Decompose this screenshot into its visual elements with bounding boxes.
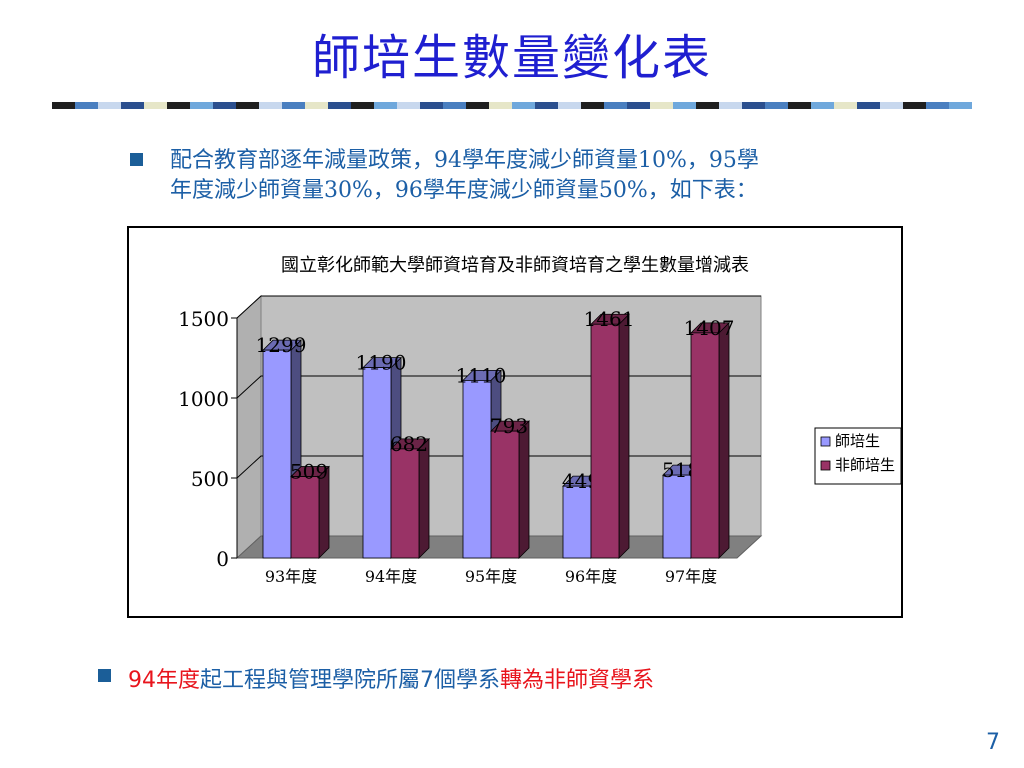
stripe-segment xyxy=(489,102,512,109)
legend-swatch xyxy=(820,436,831,447)
stripe-segment xyxy=(167,102,190,109)
stripe-segment xyxy=(650,102,673,109)
stripe-segment xyxy=(834,102,857,109)
bar xyxy=(590,323,620,559)
bullet-square-icon-2 xyxy=(98,669,111,682)
stripe-segment xyxy=(926,102,949,109)
x-tick-label: 96年度 xyxy=(565,567,617,586)
bottom-note-part: 7 xyxy=(420,668,435,693)
stripe-segment xyxy=(282,102,305,109)
slide-title: 師培生數量變化表 xyxy=(311,30,712,86)
stripe-segment xyxy=(351,102,374,109)
stripe-segment xyxy=(949,102,972,109)
bar xyxy=(490,430,520,559)
stripe-segment xyxy=(443,102,466,109)
stripe-segment xyxy=(558,102,581,109)
stripe-segment xyxy=(719,102,742,109)
stripe-segment xyxy=(121,102,144,109)
data-label: 1299 xyxy=(256,333,307,357)
data-label: 793 xyxy=(490,414,528,438)
stripe-segment xyxy=(811,102,834,109)
bar-side xyxy=(418,437,430,559)
stripe-segment xyxy=(98,102,121,109)
gridline xyxy=(236,295,761,319)
data-label: 1407 xyxy=(684,316,735,340)
bar xyxy=(662,474,692,559)
stripe-segment xyxy=(259,102,282,109)
stripe-segment xyxy=(420,102,443,109)
stripe-segment xyxy=(236,102,259,109)
data-label: 1461 xyxy=(584,307,635,331)
y-tick-label: 1500 xyxy=(178,307,229,331)
bottom-note-part: 年度 xyxy=(156,668,201,693)
x-tick-label: 93年度 xyxy=(265,567,317,586)
bar-side xyxy=(518,420,530,559)
bottom-note-part: 個學系 xyxy=(434,668,501,693)
bar-chart: 國立彰化師範大學師資培育及非師資培育之學生數量增減表 0 500 1000 1500 12… xyxy=(178,255,901,586)
stripe-segment xyxy=(305,102,328,109)
stripe-segment xyxy=(397,102,420,109)
x-tick-label: 97年度 xyxy=(665,567,717,586)
page-number: 7 xyxy=(986,730,1000,755)
stripe-segment xyxy=(466,102,489,109)
y-tick-label: 500 xyxy=(191,467,229,491)
stripe-segment xyxy=(880,102,903,109)
intro-line-2: 年度減少師資量30%，96學年度減少師資量50%，如下表： xyxy=(170,178,758,203)
bar xyxy=(262,349,292,559)
legend-label: 非師培生 xyxy=(835,456,895,474)
bar xyxy=(290,476,320,559)
bar-side xyxy=(718,321,730,559)
bottom-note-part: 轉為非師資學系 xyxy=(500,668,655,693)
stripe-segment xyxy=(742,102,765,109)
stripe-segment xyxy=(696,102,719,109)
stripe-segment xyxy=(673,102,696,109)
bar xyxy=(690,332,720,559)
stripe-segment xyxy=(627,102,650,109)
stripe-segment xyxy=(765,102,788,109)
stripe-segment xyxy=(374,102,397,109)
stripe-segment xyxy=(328,102,351,109)
stripe-segment xyxy=(213,102,236,109)
bottom-note-part: 94 xyxy=(128,668,156,693)
stripe-segment xyxy=(75,102,98,109)
legend-swatch xyxy=(820,460,831,471)
bar xyxy=(390,448,420,559)
y-tick-label: 1000 xyxy=(178,387,229,411)
stripe-segment xyxy=(788,102,811,109)
stripe-segment xyxy=(190,102,213,109)
stripe-segment xyxy=(581,102,604,109)
stripe-segment xyxy=(903,102,926,109)
intro-paragraph: 配合教育部逐年減量政策，94學年度減少師資量10%，95學 年度減少師資量30%… xyxy=(170,146,930,206)
bar-side xyxy=(618,313,630,559)
stripe-segment xyxy=(52,102,75,109)
stripe-segment xyxy=(512,102,535,109)
decorative-stripe xyxy=(52,102,972,109)
x-tick-label: 94年度 xyxy=(365,567,417,586)
bar xyxy=(562,485,592,559)
intro-line-1: 配合教育部逐年減量政策，94學年度減少師資量10%，95學 xyxy=(170,148,759,173)
bar xyxy=(362,367,392,559)
x-tick-label: 95年度 xyxy=(465,567,517,586)
bar xyxy=(462,379,492,559)
bullet-square-icon xyxy=(130,153,143,166)
bottom-note: 94年度起工程與管理學院所屬7個學系轉為非師資學系 xyxy=(128,662,654,694)
data-label: 1190 xyxy=(356,351,407,375)
stripe-segment xyxy=(857,102,880,109)
data-label: 1110 xyxy=(456,363,507,387)
stripe-segment xyxy=(535,102,558,109)
bottom-note-part: 起工程與管理學院所屬 xyxy=(200,668,421,693)
chart-frame: 國立彰化師範大學師資培育及非師資培育之學生數量增減表 0 500 1000 1500 12… xyxy=(127,226,903,618)
y-tick-label: 0 xyxy=(216,547,229,571)
chart-title: 國立彰化師範大學師資培育及非師資培育之學生數量增減表 xyxy=(281,255,749,276)
data-label: 682 xyxy=(390,432,428,456)
legend-label: 師培生 xyxy=(835,432,880,450)
stripe-segment xyxy=(604,102,627,109)
stripe-segment xyxy=(144,102,167,109)
data-label: 509 xyxy=(290,460,328,484)
